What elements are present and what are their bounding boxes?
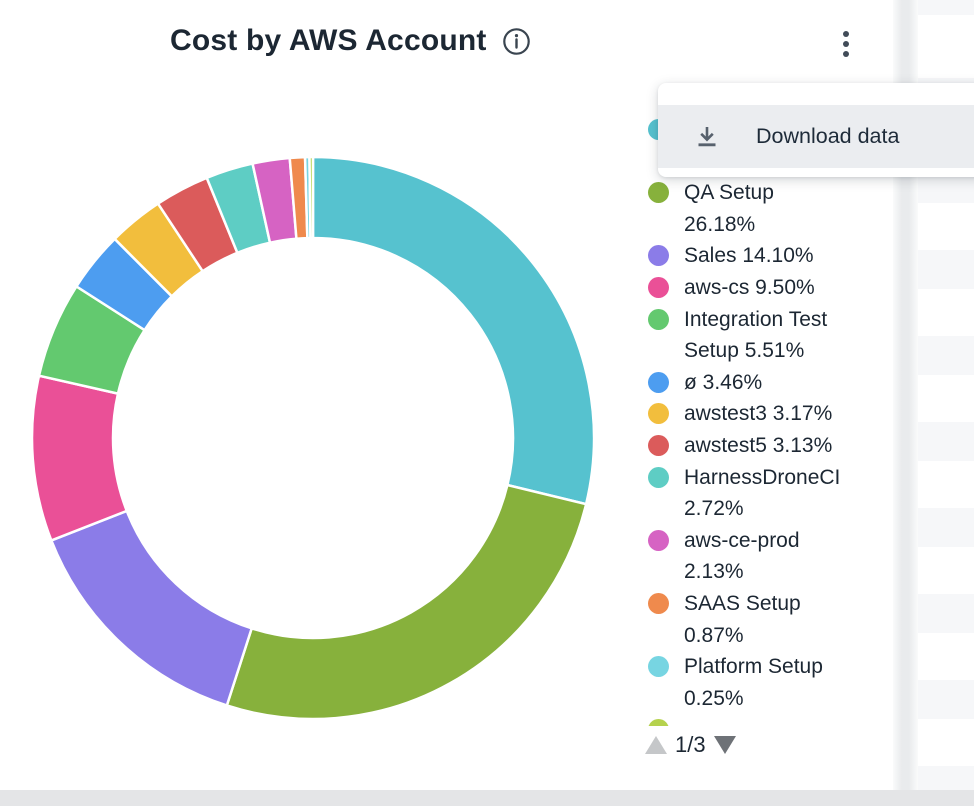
legend-dot: [648, 245, 669, 267]
donut-segment[interactable]: [30, 374, 129, 543]
legend-dot: [648, 466, 669, 488]
legend-dot: [648, 403, 669, 425]
page-down-icon[interactable]: [713, 736, 736, 754]
legend-label: QA Setup 26.18%: [684, 181, 774, 236]
menu-item-download-data[interactable]: Download data: [658, 105, 974, 168]
legend-label: SAAS Setup 0.87%: [684, 591, 801, 647]
legend-item[interactable]: Integration Test Setup 5.51%: [648, 304, 896, 367]
donut-segment[interactable]: [225, 483, 588, 721]
legend-label: Sales 14.10%: [684, 244, 814, 268]
legend-label: awstest3 3.17%: [684, 402, 833, 426]
kebab-dot: [843, 31, 849, 37]
page-up-icon[interactable]: [645, 736, 667, 754]
legend-item[interactable]: [648, 714, 896, 726]
legend-dot: [648, 434, 669, 456]
donut-segment[interactable]: [311, 155, 596, 506]
legend-item[interactable]: aws-cs 9.50%: [648, 272, 896, 304]
legend-item[interactable]: aws-ce-prod 2.13%: [648, 525, 896, 588]
page-title: Cost by AWS Account: [170, 24, 487, 57]
legend-dot: [648, 656, 669, 678]
legend-label: HarnessDroneCI 2.72%: [684, 465, 841, 521]
legend-label: ø 3.46%: [684, 370, 763, 394]
menu-item-label: Download data: [756, 124, 900, 148]
donut-segment[interactable]: [308, 155, 315, 240]
legend-item[interactable]: Sales 14.10%: [648, 240, 896, 272]
info-icon[interactable]: [502, 27, 531, 56]
legend-dot: [648, 719, 669, 726]
kebab-dot: [843, 41, 849, 47]
legend-dot: [648, 276, 669, 298]
chart-legend: QA Setup 26.18% Sales 14.10% aws-cs 9.50% In…: [648, 114, 896, 726]
legend-dot: [648, 529, 669, 551]
legend-label: aws-ce-prod 2.13%: [684, 528, 800, 584]
legend-item[interactable]: ø 3.46%: [648, 367, 896, 399]
page-indicator: 1/3: [675, 732, 706, 757]
legend-label: Integration Test Setup 5.51%: [684, 307, 828, 363]
download-icon: [698, 126, 716, 146]
legend-item[interactable]: Platform Setup 0.25%: [648, 651, 896, 714]
donut-segment[interactable]: [49, 509, 254, 708]
legend-pagination: 1/3: [645, 732, 736, 758]
kebab-dot: [843, 51, 849, 57]
legend-item[interactable]: HarnessDroneCI 2.72%: [648, 462, 896, 525]
legend-item[interactable]: QA Setup 26.18%: [648, 177, 896, 240]
kebab-menu-button[interactable]: [832, 24, 860, 64]
legend-item[interactable]: awstest5 3.13%: [648, 430, 896, 462]
legend-dot: [648, 592, 669, 614]
legend-label: aws-cs 9.50%: [684, 275, 815, 299]
legend-label: Platform Setup 0.25%: [684, 655, 823, 710]
legend-label: awstest5 3.13%: [684, 433, 833, 457]
donut-chart[interactable]: [0, 130, 640, 765]
legend-dot: [648, 182, 669, 204]
card-options-menu: Download data: [658, 83, 974, 177]
legend-item[interactable]: awstest3 3.17%: [648, 398, 896, 430]
legend-dot: [648, 308, 669, 330]
card-header: Cost by AWS Account: [170, 24, 531, 58]
legend-dot: [648, 371, 669, 393]
page-background-strip: [0, 790, 974, 806]
legend-item[interactable]: SAAS Setup 0.87%: [648, 588, 896, 651]
